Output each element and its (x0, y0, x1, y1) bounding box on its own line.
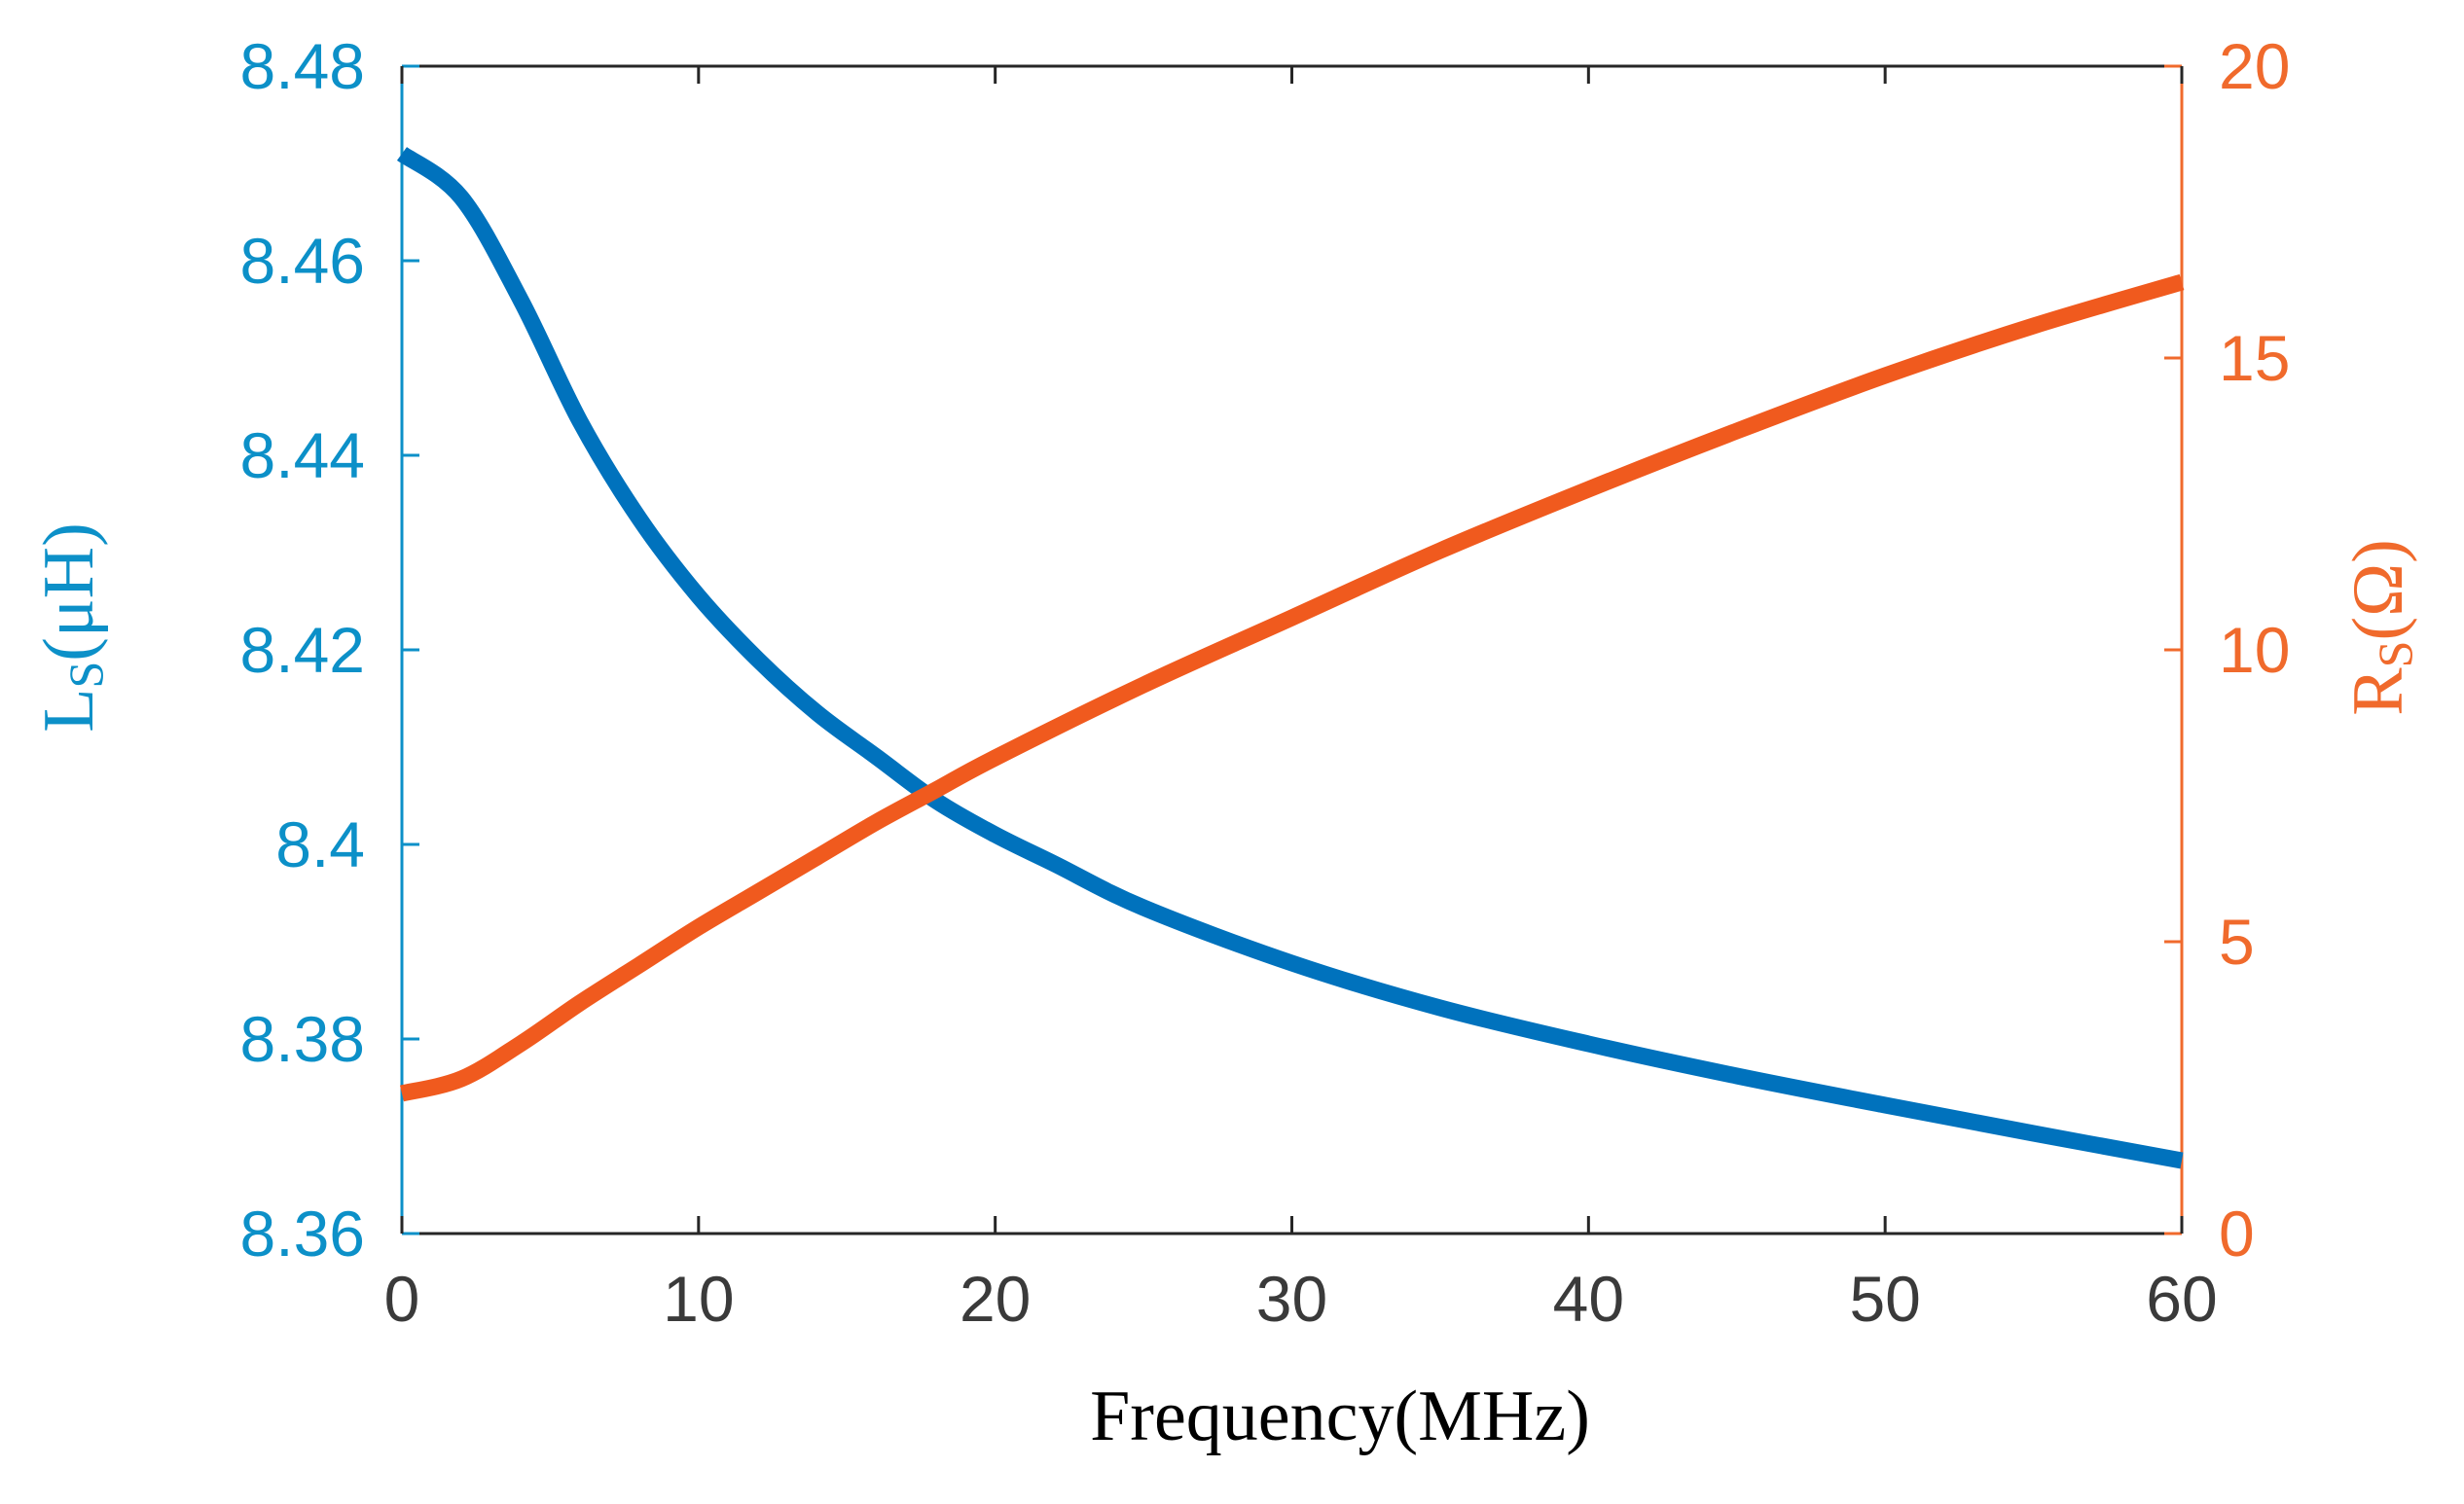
series-layer (396, 146, 2185, 1169)
left-axis-title-unit: (μH) (29, 522, 109, 661)
right-tick-label: 10 (2219, 614, 2290, 686)
series-line-rs (399, 273, 2185, 1102)
x-tick-label: 50 (1849, 1263, 1920, 1335)
left-tick-label: 8.38 (240, 1003, 365, 1075)
right-axis-title-unit: (Ω) (2338, 539, 2418, 640)
left-tick-label: 8.42 (240, 614, 365, 686)
x-tick-label: 40 (1553, 1263, 1624, 1335)
plot-frame (400, 64, 2184, 1235)
x-tick-label: 60 (2146, 1263, 2217, 1335)
left-tick-label: 8.36 (240, 1198, 365, 1270)
x-tick-label: 10 (663, 1263, 734, 1335)
left-axis-title-main: L (29, 689, 109, 733)
left-tick-label: 8.46 (240, 225, 365, 297)
right-axis-title-main: R (2338, 667, 2418, 716)
right-tick-label: 20 (2219, 30, 2290, 102)
left-tick-label: 8.48 (240, 30, 365, 102)
x-axis-title: Frequency(MHz) (1090, 1377, 1590, 1456)
left-tick-label: 8.44 (240, 419, 365, 491)
right-tick-label: 5 (2219, 906, 2255, 978)
x-axis-ticks: 0 10 20 30 40 50 60 (384, 66, 2218, 1335)
right-axis-title-sub: S (2368, 641, 2422, 668)
left-axis-ticks: 8.36 8.38 8.4 8.42 8.44 8.46 8.48 (240, 30, 419, 1270)
x-tick-label: 30 (1256, 1263, 1327, 1335)
right-axis-title: RS(Ω) (2338, 539, 2422, 715)
series-line-ls (396, 146, 2184, 1169)
x-tick-label: 0 (384, 1263, 420, 1335)
right-tick-label: 0 (2219, 1198, 2255, 1270)
left-axis-title-sub: S (58, 662, 113, 689)
x-tick-label: 20 (960, 1263, 1031, 1335)
left-axis-title: LS(μH) (29, 522, 113, 732)
right-axis-ticks: 0 5 10 15 20 (2164, 30, 2290, 1270)
right-tick-label: 15 (2219, 322, 2290, 394)
left-tick-label: 8.4 (275, 808, 365, 880)
